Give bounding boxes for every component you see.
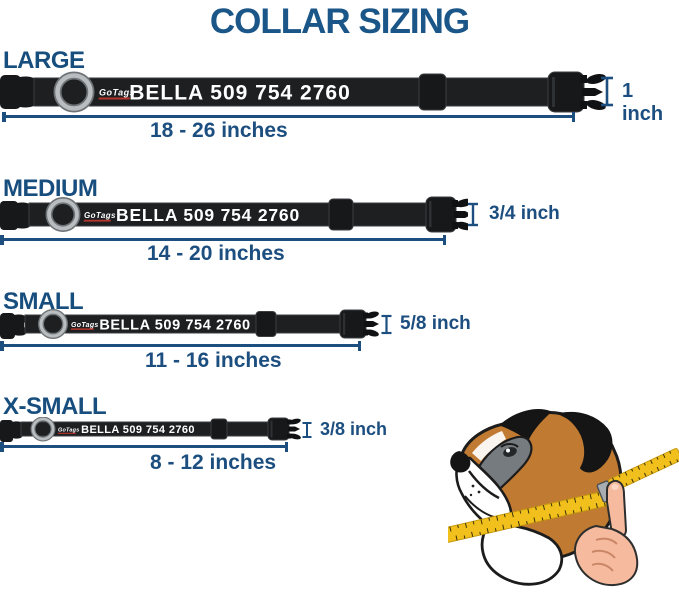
- width-bracket-icon-medium: [468, 202, 478, 227]
- collar-personalized-text: BELLA 509 754 2760: [99, 318, 250, 334]
- buckle-female-icon: [339, 309, 379, 339]
- brand-logo: GoTags: [57, 428, 79, 434]
- width-label-large: 1 inch: [622, 80, 664, 125]
- collar-strap: [33, 77, 551, 107]
- strap-slider: [328, 198, 354, 231]
- svg-text:GoTags: GoTags: [71, 322, 99, 329]
- size-label-small: SMALL: [3, 288, 84, 315]
- buckle-male-icon: [0, 420, 23, 442]
- size-label-medium: MEDIUM: [3, 175, 98, 202]
- d-ring-icon: [53, 71, 95, 113]
- collar-graphic-small: GoTags BELLA 509 754 2760: [0, 309, 379, 339]
- collar-personalized-text: BELLA 509 754 2760: [116, 205, 300, 225]
- collar-personalized-text: BELLA 509 754 2760: [129, 82, 351, 105]
- brand-logo: GoTags: [70, 322, 99, 330]
- collar-personalized-text: BELLA 509 754 2760: [81, 424, 195, 436]
- d-ring-icon: [30, 417, 56, 442]
- d-ring-icon: [38, 309, 68, 339]
- range-label-large: 18 - 26 inches: [150, 119, 288, 142]
- page-title: COLLAR SIZING: [209, 2, 470, 41]
- range-label-xsmall: 8 - 12 inches: [150, 451, 277, 474]
- width-bracket-icon-large: [601, 76, 613, 107]
- buckle-female-icon: [267, 417, 301, 441]
- dog-neck-measuring-illustration: [448, 409, 679, 587]
- buckle-female-icon: [547, 71, 606, 113]
- buckle-male-icon: [0, 75, 38, 109]
- measure-line-small: [0, 340, 361, 351]
- measure-line-xsmall: [0, 441, 288, 452]
- width-bracket-icon-small: [381, 314, 392, 335]
- collar-graphic-large: GoTags BELLA 509 754 2760: [0, 71, 606, 113]
- measure-line-medium: [0, 234, 446, 245]
- width-bracket-icon-xsmall: [302, 422, 312, 438]
- strap-slider: [210, 418, 228, 440]
- width-label-medium: 3/4 inch: [489, 203, 560, 224]
- svg-text:GoTags: GoTags: [99, 88, 135, 98]
- width-label-small: 5/8 inch: [400, 313, 471, 334]
- measure-line-large: [2, 111, 575, 122]
- strap-slider: [418, 73, 447, 111]
- measuring-tape-end: [608, 448, 679, 492]
- size-label-large: LARGE: [3, 47, 85, 74]
- brand-logo: GoTags: [98, 88, 135, 100]
- range-label-medium: 14 - 20 inches: [147, 242, 285, 265]
- d-ring-icon: [45, 197, 81, 232]
- buckle-female-icon: [425, 196, 468, 233]
- buckle-male-icon: [0, 201, 32, 230]
- dog-nose: [450, 451, 471, 473]
- boxer-dog-head: [450, 409, 623, 586]
- hand-icon: [574, 480, 639, 587]
- svg-text:GoTags: GoTags: [58, 428, 79, 434]
- svg-text:GoTags: GoTags: [84, 211, 116, 220]
- strap-slider: [255, 311, 277, 337]
- buckle-male-icon: [0, 313, 27, 339]
- size-label-xsmall: X-SMALL: [3, 393, 107, 420]
- brand-logo: GoTags: [83, 211, 116, 222]
- width-label-xsmall: 3/8 inch: [320, 419, 388, 439]
- collar-graphic-xsmall: GoTags BELLA 509 754 2760: [0, 417, 301, 442]
- collar-graphic-medium: GoTags BELLA 509 754 2760: [0, 196, 468, 233]
- dog-eye: [500, 443, 519, 457]
- range-label-small: 11 - 16 inches: [145, 349, 282, 372]
